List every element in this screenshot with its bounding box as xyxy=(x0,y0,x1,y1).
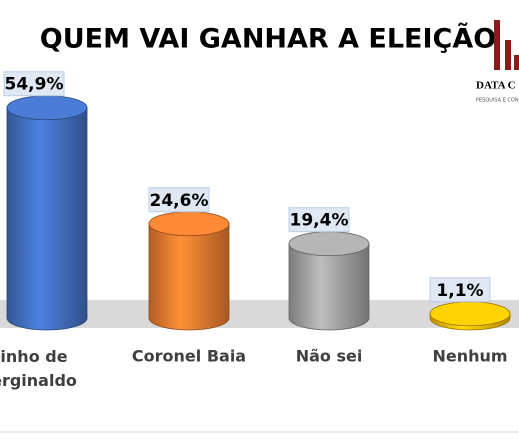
logo-subtext: PESQUISA E CON xyxy=(476,98,519,104)
x-tick-label: Coronel Baia xyxy=(132,347,246,366)
value-label-box xyxy=(288,207,350,233)
x-tick-label: Nenhum xyxy=(432,347,507,366)
value-label-box xyxy=(148,187,210,213)
bar-top xyxy=(6,95,88,121)
logo-bar xyxy=(494,20,500,70)
value-label: 1,1% xyxy=(436,281,483,301)
bar xyxy=(288,243,370,331)
x-tick-label: Não sei xyxy=(296,347,363,366)
value-label: 54,9% xyxy=(5,75,64,95)
x-tick-label: inho deerginaldo xyxy=(0,347,77,390)
bar xyxy=(148,223,230,331)
value-label: 24,6% xyxy=(150,191,209,211)
value-label-box xyxy=(3,71,65,97)
bar xyxy=(6,107,88,331)
value-label: 19,4% xyxy=(290,211,349,231)
bar-top xyxy=(288,231,370,257)
bar-top xyxy=(429,301,511,327)
logo-text: DATA C xyxy=(476,80,516,92)
logo-bar xyxy=(505,40,511,70)
logo xyxy=(494,20,519,70)
bar-top xyxy=(148,211,230,237)
value-label-box xyxy=(429,277,491,303)
logo-bar xyxy=(514,55,519,70)
chart-title: QUEM VAI GANHAR A ELEIÇÃO xyxy=(40,23,496,55)
